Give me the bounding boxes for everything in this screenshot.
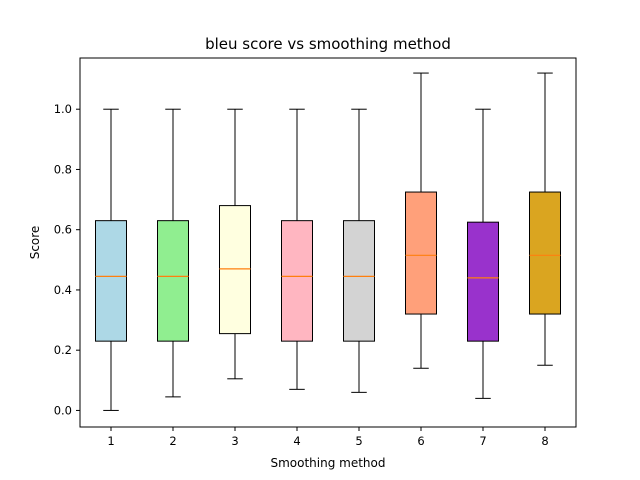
- box-5: [343, 220, 375, 342]
- x-tick-label: 6: [417, 434, 424, 448]
- box-group-5: [343, 108, 375, 393]
- y-tick-label: 0.4: [54, 283, 72, 297]
- x-tick-label: 7: [479, 434, 486, 448]
- box-group-6: [405, 72, 437, 369]
- box-group-4: [281, 108, 313, 390]
- axes: 0.0 0.2 0.4 0.6 0.8 1.0 1 2 3 4 5 6 7 8: [54, 102, 549, 448]
- box-6: [405, 191, 437, 315]
- box-group-8: [529, 72, 561, 366]
- x-tick-label: 1: [107, 434, 114, 448]
- box-group-1: [95, 108, 127, 411]
- box-group-3: [219, 108, 251, 380]
- y-tick-label: 0.6: [54, 223, 72, 237]
- x-axis-label: Smoothing method: [270, 456, 385, 470]
- box-3: [219, 205, 251, 335]
- x-tick-label: 8: [541, 434, 548, 448]
- box-4: [281, 220, 313, 342]
- chart-title: bleu score vs smoothing method: [205, 35, 451, 53]
- box-group-2: [157, 108, 189, 398]
- box-2: [157, 220, 189, 342]
- y-tick-label: 1.0: [54, 102, 72, 116]
- box-8: [529, 191, 561, 315]
- axes-frame: [79, 57, 577, 428]
- y-tick-label: 0.2: [54, 343, 72, 357]
- box-1: [95, 220, 127, 342]
- y-tick-label: 0.0: [54, 403, 72, 417]
- y-tick-label: 0.8: [54, 162, 72, 176]
- box-7: [467, 221, 499, 342]
- x-tick-label: 3: [231, 434, 238, 448]
- plot-area: [95, 72, 561, 411]
- x-tick-label: 5: [355, 434, 362, 448]
- y-axis-label: Score: [28, 226, 42, 260]
- x-tick-label: 4: [293, 434, 300, 448]
- box-group-7: [467, 108, 499, 399]
- x-tick-label: 2: [169, 434, 176, 448]
